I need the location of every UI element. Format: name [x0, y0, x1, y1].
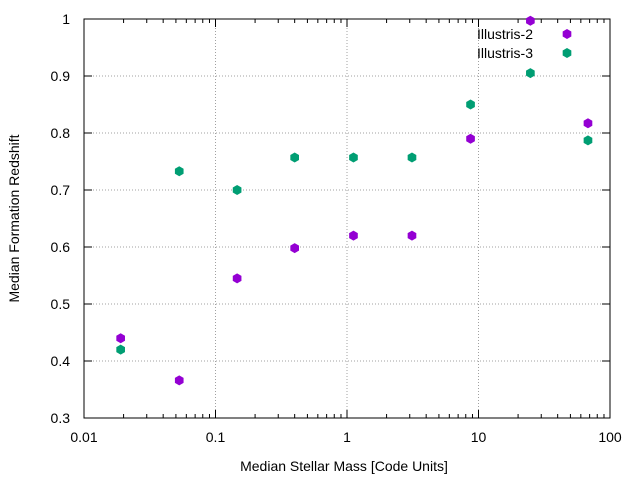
legend-marker [562, 48, 572, 58]
y-tick-label: 0.3 [51, 410, 71, 426]
y-tick-label: 0.5 [51, 296, 71, 312]
x-axis-label: Median Stellar Mass [Code Units] [240, 458, 448, 474]
data-point-illustris-3 [232, 185, 242, 195]
x-tick-label: 0.1 [206, 429, 226, 445]
y-tick-label: 0.9 [51, 68, 71, 84]
data-points [116, 15, 593, 386]
data-point-illustris-3 [466, 99, 475, 110]
data-point-illustris-2 [290, 243, 299, 254]
data-point-illustris-3 [174, 166, 184, 177]
data-point-illustris-2 [174, 375, 184, 386]
x-tick-label: 10 [471, 429, 487, 445]
y-tick-label: 1 [62, 11, 70, 27]
data-point-illustris-3 [349, 152, 358, 163]
y-tick-label: 0.4 [51, 353, 71, 369]
data-point-illustris-3 [526, 68, 535, 79]
x-tick-label: 100 [598, 429, 622, 445]
data-point-illustris-3 [583, 135, 593, 146]
legend-label: Illustris-2 [477, 26, 533, 42]
y-tick-label: 0.8 [51, 125, 71, 141]
axis-ticks: 0.01 0.1 1 10 100 0.3 0.4 0.5 0.6 0.7 0.8 0.9 1 [51, 11, 622, 445]
y-tick-label: 0.7 [51, 182, 71, 198]
data-point-illustris-3 [290, 152, 299, 163]
y-tick-label: 0.6 [51, 239, 71, 255]
data-point-illustris-2 [407, 230, 417, 241]
data-point-illustris-2 [583, 118, 593, 129]
data-point-illustris-2 [232, 273, 242, 284]
data-point-illustris-2 [349, 230, 358, 241]
x-tick-label: 0.01 [70, 429, 97, 445]
legend-label: Illustris-3 [477, 45, 533, 61]
data-point-illustris-2 [466, 133, 475, 144]
legend-marker [562, 29, 572, 39]
grid-lines [84, 19, 610, 418]
data-point-illustris-3 [116, 344, 125, 355]
y-axis-label: Median Formation Redshift [6, 134, 22, 302]
x-tick-label: 1 [343, 429, 351, 445]
legend: Illustris-2 Illustris-3 [477, 26, 572, 61]
data-point-illustris-2 [526, 15, 535, 26]
data-point-illustris-3 [407, 152, 417, 163]
data-point-illustris-2 [116, 333, 125, 344]
